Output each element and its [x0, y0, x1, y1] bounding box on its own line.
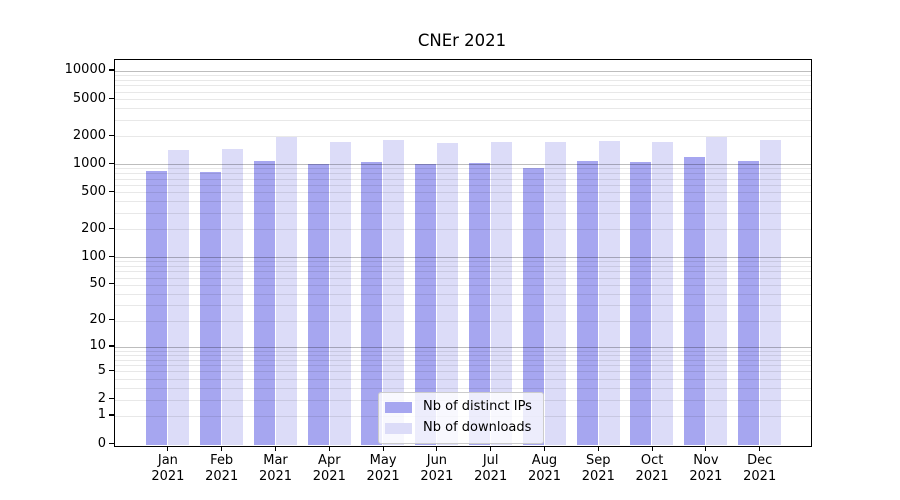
bar-distinct-ips-oct [630, 162, 652, 446]
y-tick-mark-20 [108, 319, 114, 321]
x-tick-label-oct: Oct 2021 [625, 453, 679, 484]
x-tick-label-may: May 2021 [356, 453, 410, 484]
x-tick-label-year: 2021 [258, 468, 293, 484]
y-tick-mark-200 [108, 227, 114, 229]
x-tick-mark-sep [597, 445, 599, 451]
legend: Nb of distinct IPs Nb of downloads [378, 392, 544, 444]
bar-distinct-ips-aug [522, 167, 544, 446]
x-tick-mark-oct [651, 445, 653, 451]
y-tick-label-1: 1 [97, 407, 106, 423]
y-tick-mark-0 [108, 442, 114, 444]
bar-distinct-ips-nov [684, 156, 706, 446]
x-tick-label-apr: Apr 2021 [302, 453, 356, 484]
y-tick-mark-2 [108, 398, 114, 400]
bar-downloads-mar [275, 136, 297, 446]
bar-downloads-jan [168, 150, 190, 446]
bar-downloads-dec [760, 140, 781, 446]
x-tick-label-mar: Mar 2021 [249, 453, 303, 484]
y-tick-mark-500 [108, 190, 114, 192]
y-tick-label-5: 5 [97, 362, 106, 378]
y-tick-label-50: 50 [89, 276, 106, 292]
x-tick-label-year: 2021 [205, 468, 239, 484]
x-tick-label-jan: Jan 2021 [141, 453, 195, 484]
x-tick-label-feb: Feb 2021 [195, 453, 249, 484]
x-tick-mark-may [382, 445, 384, 451]
x-tick-label-jul: Jul 2021 [464, 453, 518, 484]
y-tick-label-0: 0 [97, 435, 106, 451]
x-tick-label-year: 2021 [151, 468, 185, 484]
x-tick-label-year: 2021 [474, 468, 508, 484]
x-tick-label-year: 2021 [366, 468, 400, 484]
x-tick-label-year: 2021 [689, 468, 723, 484]
y-tick-mark-1 [108, 414, 114, 416]
legend-swatch-downloads [385, 422, 412, 434]
bar-downloads-feb [222, 148, 243, 446]
legend-row-ips: Nb of distinct IPs [385, 399, 532, 415]
x-tick-mark-mar [274, 445, 277, 451]
x-tick-mark-jul [490, 445, 492, 451]
bar-distinct-ips-feb [200, 171, 221, 446]
bar-distinct-ips-mar [253, 161, 275, 446]
y-tick-mark-10 [108, 345, 114, 347]
y-tick-mark-1000 [108, 162, 114, 164]
x-tick-label-nov: Nov 2021 [679, 453, 733, 484]
y-tick-mark-100 [108, 255, 114, 257]
x-tick-label-sep: Sep 2021 [571, 453, 625, 484]
x-tick-mark-dec [759, 445, 761, 451]
legend-swatch-distinct-ips [385, 401, 412, 413]
x-tick-label-jun: Jun 2021 [410, 453, 464, 484]
x-tick-mark-feb [221, 445, 223, 451]
x-tick-label-dec: Dec 2021 [733, 453, 787, 484]
x-tick-label-year: 2021 [635, 468, 669, 484]
y-tick-label-10000: 10000 [64, 62, 106, 78]
bar-downloads-apr [329, 141, 351, 446]
bars-layer [115, 60, 811, 446]
y-tick-label-200: 200 [81, 220, 106, 236]
y-tick-label-2000: 2000 [72, 127, 106, 143]
bar-distinct-ips-sep [576, 161, 598, 446]
x-tick-label-year: 2021 [581, 468, 615, 484]
y-tick-label-10: 10 [89, 338, 106, 354]
bar-distinct-ips-dec [738, 161, 759, 446]
x-tick-mark-apr [328, 445, 330, 451]
bar-distinct-ips-jun [415, 163, 437, 446]
legend-row-downloads: Nb of downloads [385, 420, 532, 436]
chart-title: CNEr 2021 [417, 31, 507, 50]
bar-distinct-ips-jan [146, 170, 168, 446]
bar-downloads-oct [652, 142, 674, 446]
bar-distinct-ips-may [361, 161, 383, 446]
bar-downloads-aug [544, 142, 566, 446]
y-tick-mark-10000 [108, 69, 114, 71]
bar-downloads-jul [491, 142, 512, 446]
x-tick-label-year: 2021 [420, 468, 454, 484]
legend-label-distinct-ips: Nb of distinct IPs [423, 399, 532, 414]
x-tick-label-aug: Aug 2021 [518, 453, 572, 484]
y-tick-label-1000: 1000 [72, 155, 106, 171]
y-tick-label-20: 20 [89, 312, 106, 328]
x-tick-mark-nov [705, 445, 707, 451]
y-tick-mark-5000 [108, 97, 114, 99]
y-tick-mark-50 [108, 283, 114, 285]
y-tick-label-5000: 5000 [72, 90, 106, 106]
bar-downloads-sep [598, 141, 620, 446]
x-tick-label-year: 2021 [743, 468, 777, 484]
y-tick-mark-5 [108, 369, 114, 372]
legend-label-downloads: Nb of downloads [423, 420, 532, 435]
y-tick-label-500: 500 [81, 183, 106, 199]
bar-distinct-ips-jul [469, 162, 490, 446]
x-tick-label-year: 2021 [312, 468, 346, 484]
y-tick-mark-2000 [108, 134, 114, 136]
x-tick-mark-aug [543, 445, 546, 451]
x-tick-mark-jan [167, 445, 169, 451]
plot-area [114, 59, 812, 447]
y-tick-label-100: 100 [81, 248, 106, 264]
bar-distinct-ips-apr [307, 163, 329, 446]
x-tick-label-year: 2021 [527, 468, 562, 484]
bar-downloads-jun [437, 142, 459, 446]
x-tick-mark-jun [436, 445, 438, 451]
y-tick-label-2: 2 [97, 391, 106, 406]
bar-downloads-may [383, 139, 405, 446]
bar-downloads-nov [706, 137, 728, 446]
